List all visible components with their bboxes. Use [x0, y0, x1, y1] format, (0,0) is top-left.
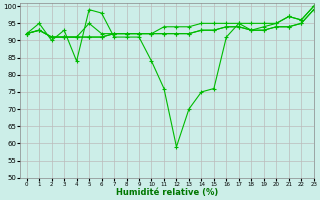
- X-axis label: Humidité relative (%): Humidité relative (%): [116, 188, 218, 197]
